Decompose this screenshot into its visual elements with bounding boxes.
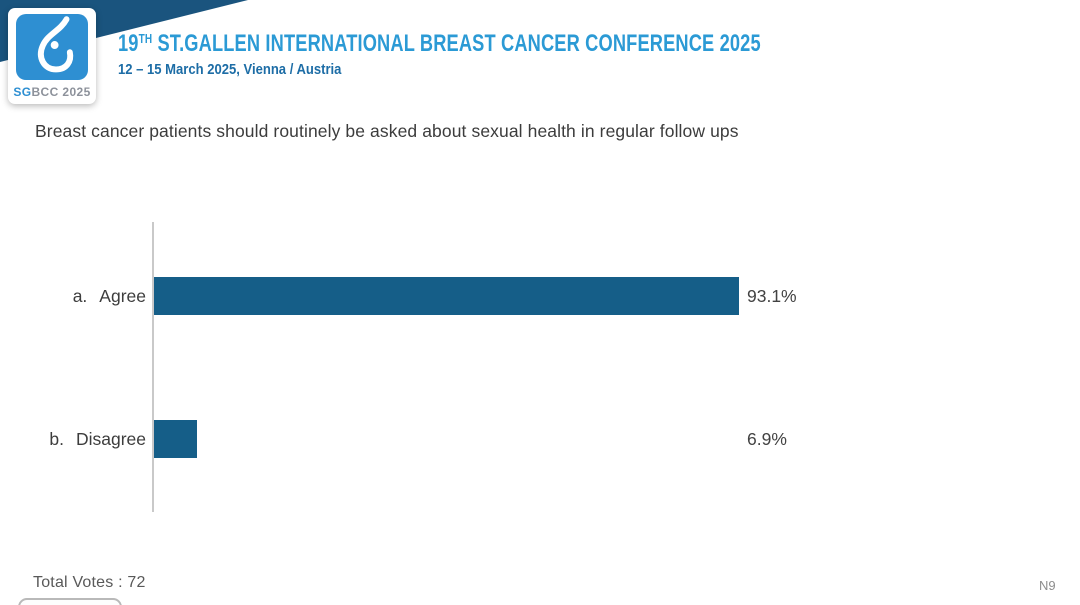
title-ordinal: TH bbox=[138, 31, 153, 46]
category-label-disagree: b. Disagree bbox=[0, 420, 146, 458]
option-letter: a. bbox=[72, 285, 88, 306]
poll-question: Breast cancer patients should routinely … bbox=[35, 121, 739, 141]
bottom-cutoff-button[interactable] bbox=[18, 598, 122, 605]
header-title-block: 19TH ST.GALLEN INTERNATIONAL BREAST CANC… bbox=[118, 30, 964, 78]
value-label-disagree: 6.9% bbox=[747, 429, 787, 449]
title-number: 19 bbox=[118, 30, 139, 57]
conference-subtitle: 12 – 15 March 2025, Vienna / Austria bbox=[118, 62, 342, 78]
logo-text-rest: BCC 2025 bbox=[31, 85, 91, 99]
total-votes: Total Votes : 72 bbox=[33, 574, 146, 591]
breast-ribbon-icon bbox=[37, 16, 74, 73]
bar-disagree bbox=[154, 420, 198, 458]
sgbcc-logo-mark bbox=[16, 14, 88, 80]
category-label-agree: a. Agree bbox=[0, 277, 146, 315]
sgbcc-logo: SGBCC 2025 bbox=[8, 8, 96, 104]
title-text: ST.GALLEN INTERNATIONAL BREAST CANCER CO… bbox=[152, 30, 761, 57]
slide-number: N9 bbox=[1039, 578, 1056, 593]
chart-y-axis bbox=[152, 222, 154, 512]
option-text: Disagree bbox=[75, 428, 146, 449]
option-letter: b. bbox=[49, 428, 64, 449]
bar-agree bbox=[154, 277, 739, 315]
value-label-agree: 93.1% bbox=[747, 286, 797, 306]
conference-title: 19TH ST.GALLEN INTERNATIONAL BREAST CANC… bbox=[118, 30, 761, 58]
chart-bars bbox=[154, 0, 782, 605]
sgbcc-logo-text: SGBCC 2025 bbox=[8, 85, 96, 99]
option-text: Agree bbox=[99, 285, 146, 306]
logo-text-sg: SG bbox=[13, 85, 32, 99]
